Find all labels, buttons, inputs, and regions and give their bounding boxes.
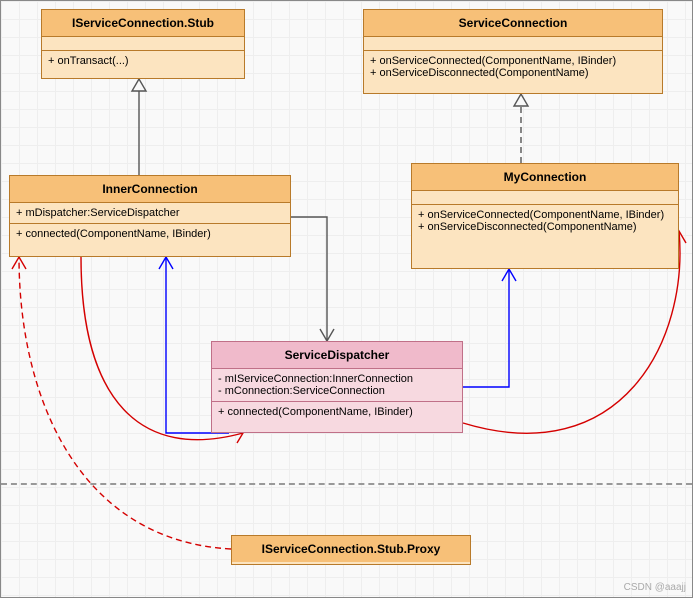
class-title: MyConnection bbox=[412, 164, 678, 191]
class-title: IServiceConnection.Stub.Proxy bbox=[232, 536, 470, 562]
class-methods: + onServiceConnected(ComponentName, IBin… bbox=[364, 51, 662, 83]
class-servicedispatcher: ServiceDispatcher - mIServiceConnection:… bbox=[211, 341, 463, 433]
method: + onTransact(...) bbox=[48, 55, 238, 67]
class-methods: + connected(ComponentName, IBinder) bbox=[212, 402, 462, 422]
class-title: ServiceConnection bbox=[364, 10, 662, 37]
class-serviceconnection: ServiceConnection + onServiceConnected(C… bbox=[363, 9, 663, 94]
method: + onServiceDisconnected(ComponentName) bbox=[370, 67, 656, 79]
class-iserviceconnection-stub: IServiceConnection.Stub + onTransact(...… bbox=[41, 9, 245, 79]
class-innerconnection: InnerConnection + mDispatcher:ServiceDis… bbox=[9, 175, 291, 257]
field: + mDispatcher:ServiceDispatcher bbox=[16, 207, 284, 219]
class-fields bbox=[364, 37, 662, 51]
class-title: ServiceDispatcher bbox=[212, 342, 462, 369]
field: - mIServiceConnection:InnerConnection bbox=[218, 373, 456, 385]
class-methods: + onServiceConnected(ComponentName, IBin… bbox=[412, 205, 678, 237]
class-fields: + mDispatcher:ServiceDispatcher bbox=[10, 203, 290, 224]
method: + connected(ComponentName, IBinder) bbox=[16, 228, 284, 240]
class-fields bbox=[412, 191, 678, 205]
field: - mConnection:ServiceConnection bbox=[218, 385, 456, 397]
section-divider bbox=[1, 483, 692, 485]
class-title: InnerConnection bbox=[10, 176, 290, 203]
method: + onServiceConnected(ComponentName, IBin… bbox=[418, 209, 672, 221]
method: + connected(ComponentName, IBinder) bbox=[218, 406, 456, 418]
class-methods: + connected(ComponentName, IBinder) bbox=[10, 224, 290, 244]
class-fields bbox=[42, 37, 244, 51]
method: + onServiceConnected(ComponentName, IBin… bbox=[370, 55, 656, 67]
class-methods: + onTransact(...) bbox=[42, 51, 244, 71]
method: + onServiceDisconnected(ComponentName) bbox=[418, 221, 672, 233]
class-myconnection: MyConnection + onServiceConnected(Compon… bbox=[411, 163, 679, 269]
class-iserviceconnection-stub-proxy: IServiceConnection.Stub.Proxy bbox=[231, 535, 471, 565]
class-title: IServiceConnection.Stub bbox=[42, 10, 244, 37]
watermark: CSDN @aaajj bbox=[624, 582, 686, 593]
class-fields: - mIServiceConnection:InnerConnection - … bbox=[212, 369, 462, 402]
